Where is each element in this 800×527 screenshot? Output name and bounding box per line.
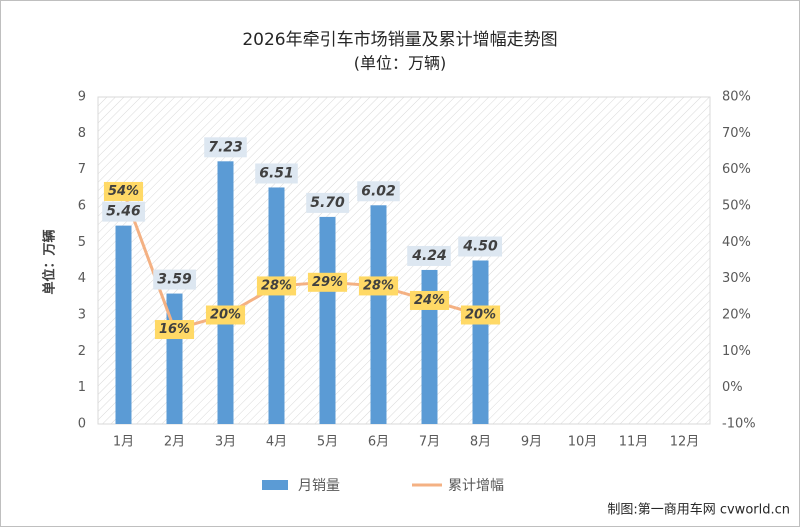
y2-tick-label: 20% (722, 308, 751, 323)
source: 制图:第一商用车网 cvworld.cn (607, 502, 790, 518)
y2-tick-label: 0% (722, 380, 743, 395)
line-value-label: 24% (414, 293, 445, 308)
line-value-label-box (256, 276, 297, 296)
x-tick-label: 3月 (215, 435, 236, 450)
x-tick-label: 6月 (368, 435, 389, 450)
bar-value-label-box (458, 236, 503, 257)
bar-value-label: 5.70 (310, 195, 345, 211)
line-value-label: 20% (465, 308, 496, 323)
x-tick-label: 9月 (521, 435, 542, 450)
y2-tick-label: 30% (722, 271, 751, 286)
y-tick-label: 8 (78, 126, 86, 141)
line-value-label: 20% (210, 308, 241, 323)
plot-area (97, 96, 711, 425)
y-tick-label: 7 (78, 162, 86, 177)
x-tick-label: 5月 (317, 435, 338, 450)
bar-value-label: 4.24 (411, 248, 447, 264)
legend-label: 月销量 (298, 478, 340, 494)
bar-value-label-box (306, 192, 350, 213)
line-value-label-box (307, 272, 348, 292)
y2-tick-label: 50% (722, 199, 751, 214)
line-value-label: 28% (363, 278, 394, 293)
x-tick-label: 4月 (266, 435, 287, 450)
x-tick-label: 1月 (113, 435, 134, 450)
line-value-label: 29% (312, 275, 343, 290)
line-value-label-box (460, 305, 501, 325)
line-value-label-box (409, 290, 450, 310)
bar (370, 205, 387, 424)
bar-value-label-box (153, 269, 197, 290)
y-tick-label: 9 (78, 90, 86, 105)
bar (217, 161, 234, 424)
y-tick-label: 6 (78, 199, 86, 214)
bar-value-label-box (204, 137, 247, 158)
bar (472, 260, 489, 424)
y-tick-label: 4 (78, 271, 86, 286)
bar-value-label: 5.46 (106, 204, 141, 220)
y-tick-label: 2 (78, 344, 86, 359)
y-tick-label: 0 (78, 417, 86, 432)
legend-label: 累计增幅 (448, 478, 504, 494)
x-tick-label: 12月 (670, 435, 700, 450)
bar (115, 225, 132, 424)
x-tick-label: 11月 (619, 435, 649, 450)
chart-subtitle: (单位：万辆) (354, 54, 447, 73)
y-tick-label: 1 (78, 380, 86, 395)
line-value-label-box (205, 305, 246, 325)
x-tick-label: 2月 (164, 435, 185, 450)
line-value-label-box (358, 276, 399, 296)
bar-value-label: 6.02 (361, 183, 396, 199)
bar-value-label-box (407, 245, 451, 266)
bar-value-label-box (357, 181, 400, 202)
y-tick-label: 3 (78, 308, 86, 323)
x-tick-label: 10月 (568, 435, 598, 450)
y2-tick-label: 10% (722, 344, 751, 359)
bar-value-label: 3.59 (157, 272, 192, 288)
bar-value-label-box (102, 201, 146, 222)
legend-swatch (262, 480, 288, 490)
bar-value-label-box (255, 163, 298, 184)
x-tick-label: 8月 (470, 435, 491, 450)
line-value-label-box (103, 181, 144, 201)
bar-value-label: 4.50 (462, 239, 498, 255)
y2-tick-label: -10% (722, 417, 756, 432)
bar-value-label: 6.51 (259, 165, 294, 181)
line-value-label-box (154, 320, 195, 340)
bar (268, 187, 285, 424)
bar (319, 216, 336, 424)
line-value-label: 16% (159, 322, 190, 337)
line-value-label: 54% (108, 184, 139, 199)
line-value-label: 28% (261, 278, 292, 293)
bar-value-label: 7.23 (208, 139, 243, 155)
chart-title: 2026年牵引车市场销量及累计增幅走势图 (242, 30, 557, 50)
y-tick-label: 5 (78, 235, 86, 250)
x-tick-label: 7月 (419, 435, 440, 450)
y2-tick-label: 40% (722, 235, 751, 250)
y2-tick-label: 80% (722, 90, 751, 105)
y2-tick-label: 60% (722, 162, 751, 177)
y2-tick-label: 70% (722, 126, 751, 141)
y-axis-label: 单位：万辆 (42, 229, 58, 294)
